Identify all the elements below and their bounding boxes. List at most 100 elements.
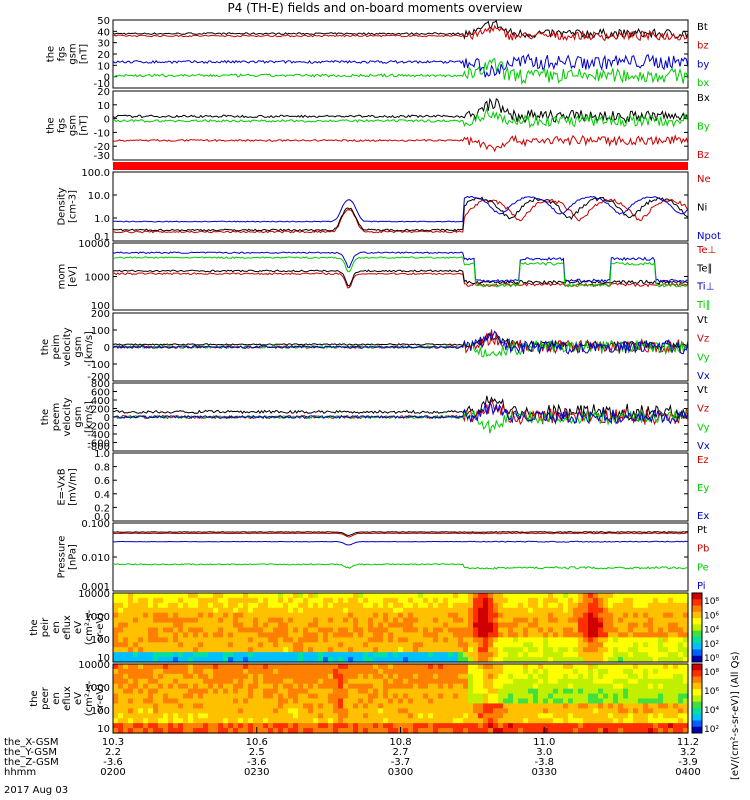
heatmap-cell [433, 673, 439, 680]
heatmap-cell [408, 723, 414, 729]
y-tick-label: -100 [87, 360, 110, 371]
heatmap-cell [148, 673, 154, 680]
heatmap-cell [193, 713, 199, 719]
heatmap-cell [228, 723, 234, 729]
heatmap-cell [208, 728, 214, 734]
heatmap-cell [268, 637, 274, 643]
heatmap-cell [683, 617, 689, 624]
heatmap-cell [583, 627, 589, 634]
heatmap-cell [438, 693, 444, 700]
heatmap-cell [623, 637, 629, 643]
y-axis-label: thefgsgsm[nT] [46, 43, 90, 64]
heatmap-cell [513, 728, 519, 734]
heatmap-cell [368, 664, 374, 670]
heatmap-cell [558, 612, 564, 619]
heatmap-cell [488, 597, 494, 604]
heatmap-cell [593, 607, 599, 614]
heatmap-cell [213, 642, 219, 648]
heatmap-cell [173, 698, 179, 705]
heatmap-cell [313, 708, 319, 714]
heatmap-cell [113, 718, 119, 724]
heatmap-cell [358, 688, 364, 695]
heatmap-cell [138, 713, 144, 719]
legend-entry: Vt [697, 315, 708, 326]
legend-entry: Ey [697, 483, 709, 494]
heatmap-cell [243, 612, 249, 619]
heatmap-cell [148, 627, 154, 634]
heatmap-cell [523, 668, 529, 675]
heatmap-cell [668, 632, 674, 638]
heatmap-cell [583, 693, 589, 700]
colorbar-swatch [692, 611, 702, 619]
heatmap-cell [623, 657, 629, 663]
heatmap-cell [453, 713, 459, 719]
heatmap-cell [493, 723, 499, 729]
heatmap-cell [173, 718, 179, 724]
heatmap-cell [278, 637, 284, 643]
heatmap-cell [368, 637, 374, 643]
heatmap-cell [248, 713, 254, 719]
heatmap-cell [523, 713, 529, 719]
heatmap-cell [438, 632, 444, 638]
heatmap-cell [258, 718, 264, 724]
heatmap-cell [383, 632, 389, 638]
colorbar-swatch [692, 701, 702, 709]
series-line-Ti⊥ [112, 251, 689, 283]
heatmap-cell [478, 627, 484, 634]
heatmap-cell [668, 622, 674, 629]
heatmap-cell [588, 627, 594, 634]
heatmap-cell [643, 622, 649, 629]
heatmap-cell [648, 632, 654, 638]
heatmap-cell [223, 657, 229, 663]
heatmap-cell [513, 652, 519, 658]
heatmap-cell [158, 627, 164, 634]
heatmap-cell [168, 607, 174, 614]
legend-entry: Pb [697, 544, 709, 555]
heatmap-cell [353, 668, 359, 675]
heatmap-cell [378, 668, 384, 675]
heatmap-cell [208, 652, 214, 658]
heatmap-cell [138, 627, 144, 634]
heatmap-cell [403, 602, 409, 609]
heatmap-cell [673, 708, 679, 714]
heatmap-cell [468, 698, 474, 705]
heatmap-cell [233, 718, 239, 724]
heatmap-cell [418, 657, 424, 663]
heatmap-cell [393, 668, 399, 675]
heatmap-cell [508, 607, 514, 614]
heatmap-cell [438, 593, 444, 599]
heatmap-cell [543, 698, 549, 705]
heatmap-cell [548, 698, 554, 705]
heatmap-cell [583, 593, 589, 599]
heatmap-cell [153, 617, 159, 624]
heatmap-cell [258, 668, 264, 675]
heatmap-cell [553, 703, 559, 709]
heatmap-cell [123, 708, 129, 714]
heatmap-cell [538, 632, 544, 638]
heatmap-cell [483, 668, 489, 675]
heatmap-cell [328, 637, 334, 643]
heatmap-cell [118, 593, 124, 599]
heatmap-cell [298, 728, 304, 734]
heatmap-cell [263, 632, 269, 638]
heatmap-cell [593, 593, 599, 599]
heatmap-cell [163, 647, 169, 653]
heatmap-cell [218, 602, 224, 609]
series-line-Pe [112, 563, 689, 570]
heatmap-cell [433, 723, 439, 729]
heatmap-cell [638, 713, 644, 719]
heatmap-cell [298, 698, 304, 705]
heatmap-cell [473, 593, 479, 599]
heatmap-cell [568, 688, 574, 695]
heatmap-cell [353, 642, 359, 648]
heatmap-cell [443, 612, 449, 619]
heatmap-cell [178, 612, 184, 619]
heatmap-cell [363, 657, 369, 663]
heatmap-cell [388, 698, 394, 705]
heatmap-cell [673, 637, 679, 643]
heatmap-cell [288, 708, 294, 714]
heatmap-cell [563, 627, 569, 634]
heatmap-cell [543, 612, 549, 619]
heatmap-cell [278, 593, 284, 599]
heatmap-cell [368, 647, 374, 653]
